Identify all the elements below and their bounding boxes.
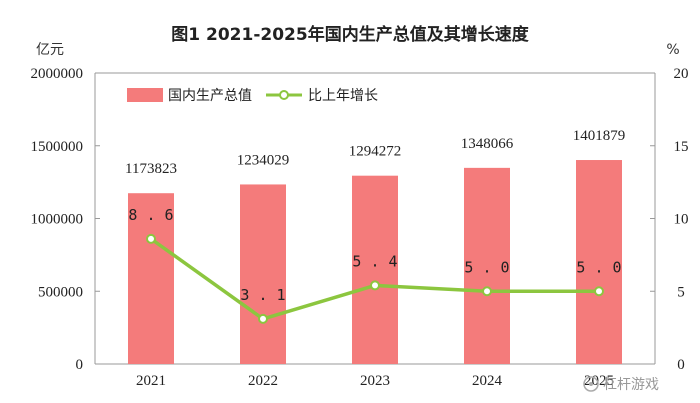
x-tick-label: 2022 — [248, 373, 278, 389]
growth-point — [258, 313, 268, 324]
bar-value-label: 1401879 — [573, 128, 626, 144]
bar — [464, 167, 510, 364]
y-left-tick-label: 1000000 — [31, 212, 84, 228]
bar-value-label: 1348066 — [461, 136, 514, 152]
watermark-text: 杠杆游戏 — [603, 377, 659, 393]
y-left-tick-label: 2000000 — [31, 66, 84, 82]
bar — [576, 160, 622, 364]
watermark: 杠杆游戏 — [583, 376, 659, 393]
x-tick-label: 2021 — [136, 373, 166, 389]
y-left-tick-label: 500000 — [38, 284, 83, 300]
watermark-logo-icon — [583, 376, 599, 392]
bar-value-label: 1294272 — [349, 144, 402, 160]
legend-line-label: 比上年增长 — [308, 88, 378, 104]
bar-value-label: 1173823 — [125, 161, 177, 177]
growth-value-label: 5 . 0 — [576, 258, 621, 276]
growth-value-label: 5 . 0 — [464, 258, 509, 276]
watermark-logo-dot — [589, 382, 593, 386]
y-right-tick-label: 20 — [674, 66, 689, 82]
bar — [240, 184, 286, 364]
bar — [128, 193, 174, 364]
growth-value-label: 5 . 4 — [352, 252, 397, 270]
y-left-tick-label: 1500000 — [31, 139, 84, 155]
y-left-tick-label: 0 — [76, 357, 84, 373]
right-axis-unit: % — [666, 42, 679, 58]
growth-point — [594, 286, 604, 297]
growth-point — [482, 286, 492, 297]
bar — [352, 175, 398, 364]
legend-bar-swatch — [127, 88, 163, 102]
y-right-tick-label: 0 — [677, 357, 685, 373]
x-tick-label: 2023 — [360, 373, 390, 389]
y-right-tick-label: 15 — [674, 139, 689, 155]
chart-title: 图1 2021-2025年国内生产总值及其增长速度 — [171, 24, 529, 45]
legend: 国内生产总值 比上年增长 — [127, 88, 378, 104]
bar-value-label: 1234029 — [237, 152, 290, 168]
legend-bar-label: 国内生产总值 — [168, 88, 252, 104]
left-axis-unit: 亿元 — [36, 42, 64, 58]
growth-point — [146, 233, 156, 244]
y-right-tick-label: 5 — [677, 284, 685, 300]
growth-value-label: 8 . 6 — [128, 206, 173, 224]
x-tick-label: 2024 — [472, 373, 503, 389]
growth-value-label: 3 . 1 — [240, 286, 285, 304]
legend-line-marker — [279, 90, 289, 100]
y-right-tick-label: 10 — [674, 212, 689, 228]
growth-point — [370, 280, 380, 291]
